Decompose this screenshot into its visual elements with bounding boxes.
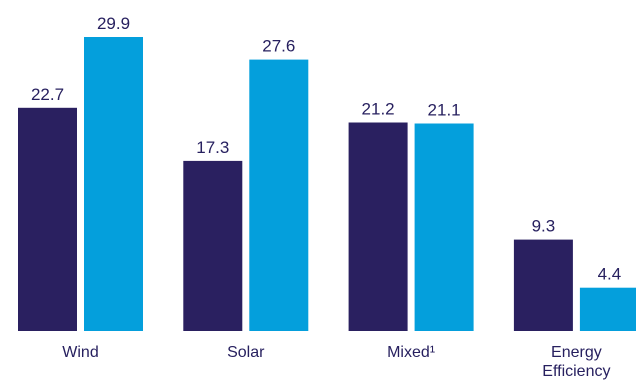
value-label-mixed-series-2: 21.1 (428, 101, 461, 120)
bar-wind-series-2 (84, 37, 143, 331)
value-labels-layer: 22.7 29.9 17.3 27.6 21.2 21.1 9.3 4.4 (31, 14, 621, 284)
bar-mixed-series-1 (348, 122, 408, 331)
category-label-solar: Solar (227, 344, 265, 361)
category-label-mixed: Mixed¹ (387, 344, 435, 361)
category-labels-layer: Wind Solar Mixed¹ Energy Efficiency (62, 344, 610, 380)
bar-energy-efficiency-series-1 (513, 239, 573, 331)
value-label-wind-series-1: 22.7 (31, 85, 64, 104)
bar-wind-series-1 (18, 107, 77, 331)
bar-solar-series-2 (249, 59, 309, 331)
bars-layer (18, 37, 636, 331)
bar-solar-series-1 (183, 160, 243, 331)
value-label-wind-series-2: 29.9 (97, 14, 130, 33)
bar-energy-efficiency-series-2 (579, 287, 636, 331)
value-label-solar-series-2: 27.6 (262, 37, 295, 56)
value-label-energy-efficiency-series-2: 4.4 (598, 265, 622, 284)
value-label-solar-series-1: 17.3 (196, 138, 229, 157)
value-label-mixed-series-1: 21.2 (362, 100, 395, 119)
bar-mixed-series-2 (414, 123, 474, 331)
category-label-wind: Wind (62, 344, 98, 361)
value-label-energy-efficiency-series-1: 9.3 (532, 217, 556, 236)
category-label-energy-efficiency: Energy Efficiency (542, 344, 610, 380)
